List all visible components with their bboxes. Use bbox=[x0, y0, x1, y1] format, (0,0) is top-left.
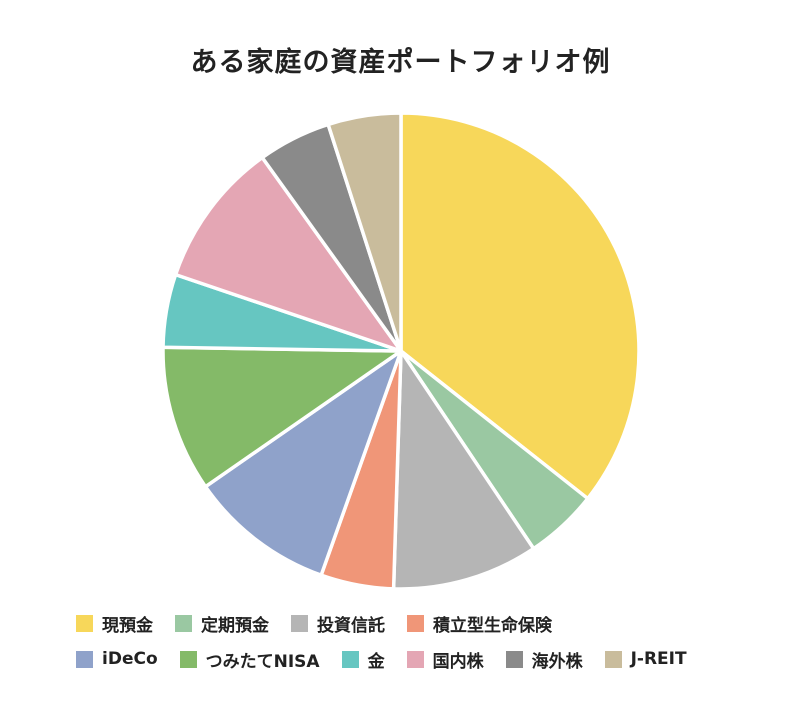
legend-swatch bbox=[505, 650, 523, 668]
legend-item: 定期預金 bbox=[175, 611, 269, 636]
legend-item: iDeCo bbox=[76, 649, 158, 669]
legend-label: 定期預金 bbox=[201, 615, 269, 636]
legend-swatch bbox=[604, 650, 622, 668]
legend-label: iDeCo bbox=[102, 649, 158, 669]
legend-swatch bbox=[76, 614, 93, 632]
pie-slice-7 bbox=[173, 155, 403, 353]
legend-swatch bbox=[407, 614, 424, 632]
pie-slice-2 bbox=[391, 349, 536, 591]
legend-label: 投資信託 bbox=[317, 615, 385, 636]
legend-swatch bbox=[175, 614, 192, 632]
legend-row: 現預金 定期預金 投資信託 積立型生命保険 bbox=[76, 611, 776, 636]
legend-label: つみたてNISA bbox=[205, 651, 320, 672]
chart-title: ある家庭の資産ポートフォリオ例 bbox=[190, 47, 611, 78]
legend-label: J-REIT bbox=[630, 649, 687, 669]
legend-label: 国内株 bbox=[432, 651, 484, 672]
legend-item: つみたてNISA bbox=[179, 647, 320, 672]
pie-slice-4 bbox=[203, 349, 403, 577]
legend-swatch bbox=[341, 650, 359, 668]
legend-item: 海外株 bbox=[505, 647, 583, 672]
legend-item: 金 bbox=[341, 647, 385, 672]
pie-slice-0 bbox=[399, 111, 641, 501]
legend-item: 国内株 bbox=[406, 647, 484, 672]
pie-slice-9 bbox=[326, 111, 403, 353]
pie-slice-5 bbox=[161, 345, 403, 489]
legend-swatch bbox=[291, 614, 308, 632]
legend-item: 現預金 bbox=[76, 611, 153, 636]
legend: 現預金 定期預金 投資信託 積立型生命保険 iDeCo つみたてNISA 金 国内株 海外株 J… bbox=[76, 612, 776, 684]
legend-label: 現預金 bbox=[102, 615, 153, 636]
legend-swatch bbox=[406, 650, 424, 668]
legend-item: 投資信託 bbox=[291, 611, 385, 636]
legend-label: 金 bbox=[367, 651, 385, 672]
legend-item: J-REIT bbox=[604, 649, 687, 669]
pie-chart bbox=[161, 111, 641, 591]
legend-swatch bbox=[76, 650, 93, 668]
legend-item: 積立型生命保険 bbox=[407, 611, 552, 636]
legend-label: 積立型生命保険 bbox=[433, 615, 552, 636]
legend-row: iDeCo つみたてNISA 金 国内株 海外株 J-REIT bbox=[76, 647, 776, 672]
legend-swatch bbox=[179, 650, 197, 668]
legend-label: 海外株 bbox=[531, 651, 583, 672]
